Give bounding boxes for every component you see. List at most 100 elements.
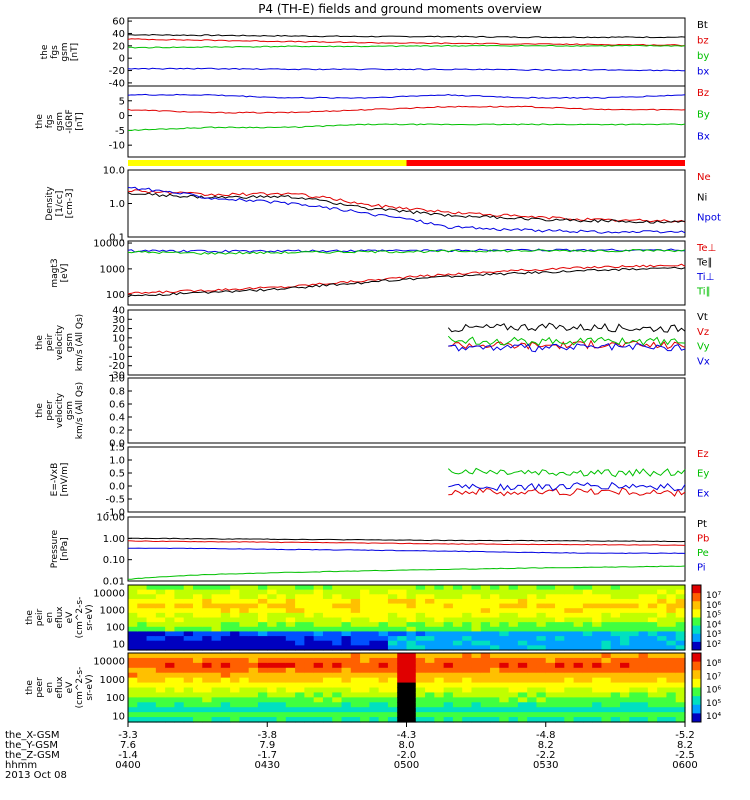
heatmap-cell — [508, 712, 519, 718]
heatmap-cell — [480, 717, 491, 723]
heatmap-cell — [397, 636, 408, 642]
heatmap-cell — [304, 707, 315, 713]
heatmap-cell — [527, 687, 538, 694]
y-axis-label: the — [35, 335, 45, 350]
heatmap-cell — [666, 717, 677, 723]
heatmap-cell — [480, 653, 491, 659]
y-axis-label: eflux — [55, 606, 65, 629]
heatmap-cell — [499, 702, 510, 708]
heatmap-cell — [211, 622, 222, 628]
heatmap-cell — [369, 631, 380, 637]
heatmap-cell — [601, 622, 612, 628]
heatmap-cell — [304, 645, 315, 651]
heatmap-cell — [230, 657, 240, 664]
y-axis-label: km/s (All Qs) — [75, 382, 85, 439]
heatmap-cell — [360, 617, 370, 623]
heatmap-cell — [378, 598, 389, 605]
heatmap-cell — [536, 707, 547, 713]
heatmap-cell — [350, 594, 361, 600]
heatmap-cell — [638, 598, 649, 605]
heatmap-cell — [629, 702, 640, 708]
series-line — [127, 44, 686, 49]
heatmap-cell — [295, 712, 305, 718]
heatmap-cell — [582, 717, 593, 723]
heatmap-cell — [322, 672, 333, 679]
heatmap-cell — [527, 672, 538, 679]
y-tick-label: 20 — [112, 324, 125, 335]
heatmap-cell — [536, 682, 547, 689]
heatmap-cell — [564, 672, 575, 679]
series-line — [128, 33, 686, 39]
series-line — [447, 467, 686, 478]
y-axis-label: gsm — [65, 333, 75, 352]
x-row-value: -4.3 — [397, 730, 417, 741]
heatmap-cell — [313, 589, 324, 595]
heatmap-cell — [174, 712, 185, 718]
heatmap-cell — [285, 662, 296, 669]
heatmap-cell — [592, 702, 603, 708]
heatmap-cell — [406, 702, 417, 708]
heatmap-cell — [443, 594, 454, 600]
heatmap-cell — [582, 702, 593, 708]
heatmap-cell — [490, 631, 500, 637]
heatmap-cell — [490, 653, 500, 659]
heatmap-cell — [276, 603, 287, 609]
heatmap-cell — [220, 687, 231, 694]
heatmap-cell — [517, 702, 528, 708]
heatmap-cell — [629, 707, 640, 713]
heatmap-cell — [582, 682, 593, 689]
heatmap-cell — [285, 626, 296, 633]
heatmap-cell — [564, 622, 575, 628]
x-row-value: -5.2 — [675, 730, 695, 741]
heatmap-cell — [675, 717, 686, 723]
heatmap-cell — [425, 612, 435, 619]
heatmap-cell — [285, 712, 296, 718]
heatmap-cell — [471, 707, 482, 713]
heatmap-cell — [146, 622, 157, 628]
figure-title: P4 (TH-E) fields and ground moments over… — [258, 2, 542, 16]
heatmap-cell — [666, 612, 677, 619]
heatmap-cell — [610, 672, 621, 679]
heatmap-cell — [620, 636, 630, 642]
heatmap-cell — [471, 712, 482, 718]
heatmap-cell — [462, 645, 473, 651]
heatmap-cell — [471, 608, 482, 614]
heatmap-cell — [350, 653, 361, 659]
heatmap-cell — [174, 662, 185, 669]
heatmap-cell — [248, 631, 259, 637]
heatmap-cell — [378, 603, 389, 609]
series-line — [127, 537, 686, 543]
heatmap-cell — [592, 640, 603, 646]
heatmap-cell — [137, 631, 148, 637]
heatmap-cell — [128, 594, 138, 600]
heatmap-cell — [573, 672, 584, 679]
heatmap-cell — [369, 636, 380, 642]
heatmap-cell — [601, 677, 612, 684]
heatmap-cell — [573, 653, 584, 659]
heatmap-cell — [350, 603, 361, 609]
heatmap-cell — [295, 636, 305, 642]
heatmap-cell — [137, 672, 148, 679]
heatmap-cell — [276, 594, 287, 600]
colorbar-segment — [692, 661, 701, 671]
heatmap-cell — [276, 667, 287, 674]
heatmap-cell — [517, 598, 528, 605]
heatmap-cell — [378, 677, 389, 684]
heatmap-cell — [517, 687, 528, 694]
heatmap-cell — [128, 622, 138, 628]
series-line — [127, 67, 685, 72]
heatmap-cell — [304, 702, 315, 708]
heatmap-cell — [285, 672, 296, 679]
heatmap-cell — [211, 662, 222, 669]
heatmap-cell — [499, 598, 510, 605]
heatmap-cell — [322, 631, 333, 637]
heatmap-cell — [295, 645, 305, 651]
colorbar-tick-label: 10⁶ — [706, 686, 721, 696]
heatmap-cell — [360, 687, 370, 694]
heatmap-cell — [601, 672, 612, 679]
heatmap-cell — [332, 594, 343, 600]
heatmap-cell — [220, 589, 231, 595]
heatmap-cell — [527, 622, 538, 628]
heatmap-cell — [295, 687, 305, 694]
